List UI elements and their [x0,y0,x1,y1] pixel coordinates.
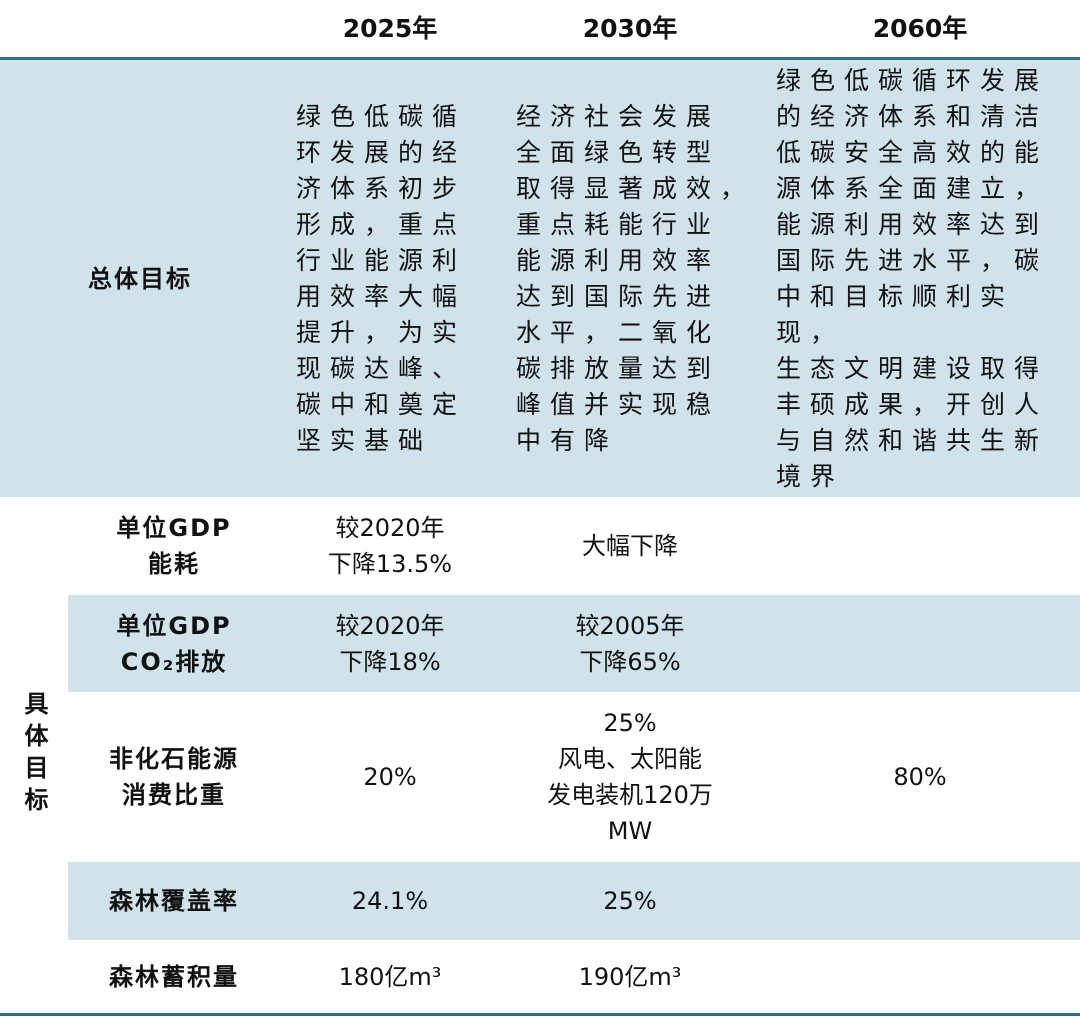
data-cell: 25% [500,862,760,940]
cell-text: 峰值并实现稳 [516,389,721,419]
data-cell: 24.1% [280,862,500,940]
paragraph-cell: 经济社会发展 全面绿色转型取得显著成效， 重点耗能行业 能源利用效率 达到国际先进 水平，… [500,60,760,497]
cell-text: 大幅下降 [582,532,678,560]
cell-text: 丰硕成果，开创人 [776,389,1049,419]
row-label: 单位GDP CO₂排放 [68,595,280,692]
paragraph-cell: 绿色低碳循环发展的经济体系初步形成，重点行业能源利用效率大幅提升，为实现碳达峰、… [280,60,500,497]
cell-text: 行业能源利 [296,245,467,275]
cell-text: 重点耗能行业 [516,209,721,239]
cell-text: 提升，为实 [296,317,467,347]
cell-text: 风电、太阳能 [558,745,702,773]
data-cell [760,595,1080,692]
cell-text: 能源利用效率达到 [776,209,1049,239]
cell-text: 全面绿色转型 [516,137,721,167]
cell-text: 2060年 [872,13,968,43]
cell-text: 25% [603,887,657,915]
cell-text: 能源利用效率 [516,245,721,275]
cell-text: 现碳达峰、 [296,353,467,383]
group-label: 具体目标 [0,497,68,1013]
cell-text: 中有降 [516,425,619,455]
cell-text: 下降65% [579,647,681,676]
cell-text: 与自然和谐共生新 [776,425,1049,455]
cell-text: 20% [363,763,417,791]
cell-text: 达到国际先进 [516,281,721,311]
cell-text: 单位GDP [116,514,232,542]
header-blank [0,0,280,60]
paragraph-cell: 绿色低碳循环发展 的经济体系和清洁 低碳安全高效的能 源体系全面建立， 能源利用效率达到… [760,60,1080,497]
cell-text: 2025年 [342,13,438,43]
cell-text: 环发展的经 [296,137,467,167]
header-cell: 2060年 [760,0,1080,60]
cell-text: 森林蓄积量 [109,962,239,991]
cell-text: CO₂排放 [120,647,228,676]
data-cell: 较2005年 下降65% [500,595,760,692]
header-cell: 2030年 [500,0,760,60]
header-cell: 2025年 [280,0,500,60]
cell-text: 国际先进水平，碳 [776,245,1049,275]
data-cell [760,862,1080,940]
cell-text: 坚实基础 [296,425,433,455]
cell-text: 水平，二氧化 [516,317,721,347]
cell-text: MW [607,817,653,845]
cell-text: 较2020年 [335,611,445,640]
cell-text: 境界 [776,461,845,491]
cell-text: 碳中和奠定 [296,389,467,419]
data-cell [760,940,1080,1013]
cell-text: 发电装机120万 [547,781,713,809]
data-cell: 80% [760,692,1080,862]
cell-text: 2030年 [582,13,678,43]
row-label: 总体目标 [0,60,280,497]
cell-text: 生态文明建设取得 [776,353,1049,383]
cell-text: 非化石能源 [109,745,239,773]
cell-text: 碳排放量达到 [516,353,721,383]
cell-text: 用效率大幅 [296,281,467,311]
cell-text: 能耗 [148,550,200,578]
cell-text: 单位GDP [116,611,232,640]
cell-text: 绿色低碳循环发展 [776,65,1049,95]
cell-text: 190亿m³ [578,962,682,991]
cell-text: 24.1% [351,887,429,915]
row-label: 非化石能源 消费比重 [68,692,280,862]
data-cell: 20% [280,692,500,862]
cell-text: 中和目标顺利实现， [776,281,1015,347]
data-cell [760,497,1080,595]
row-label: 森林覆盖率 [68,862,280,940]
row-label: 单位GDP 能耗 [68,497,280,595]
cell-text: 绿色低碳循 [296,101,467,131]
cell-text: 下降18% [339,647,441,676]
cell-text: 低碳安全高效的能 [776,137,1049,167]
data-cell: 较2020年 下降18% [280,595,500,692]
cell-text: 较2020年 [335,514,445,542]
cell-text: 较2005年 [575,611,685,640]
cell-text: 济体系初步 [296,173,467,203]
cell-text: 消费比重 [122,781,226,809]
cell-text: 25% [603,709,657,737]
cell-text: 80% [893,763,947,791]
cell-text: 具体目标 [20,691,48,819]
cell-text: 经济社会发展 [516,101,721,131]
cell-text: 的经济体系和清洁 [776,101,1049,131]
cell-text: 形成，重点 [296,209,467,239]
cell-text: 总体目标 [88,264,192,293]
cell-text: 180亿m³ [338,962,442,991]
cell-text: 源体系全面建立， [776,173,1049,203]
cell-text: 取得显著成效， [516,173,755,203]
data-cell: 25% 风电、太阳能 发电装机120万 MW [500,692,760,862]
data-cell: 190亿m³ [500,940,760,1013]
data-cell: 180亿m³ [280,940,500,1013]
data-cell: 较2020年 下降13.5% [280,497,500,595]
cell-text: 下降13.5% [327,550,453,578]
data-cell: 大幅下降 [500,497,760,595]
row-label: 森林蓄积量 [68,940,280,1013]
cell-text: 森林覆盖率 [109,887,239,915]
